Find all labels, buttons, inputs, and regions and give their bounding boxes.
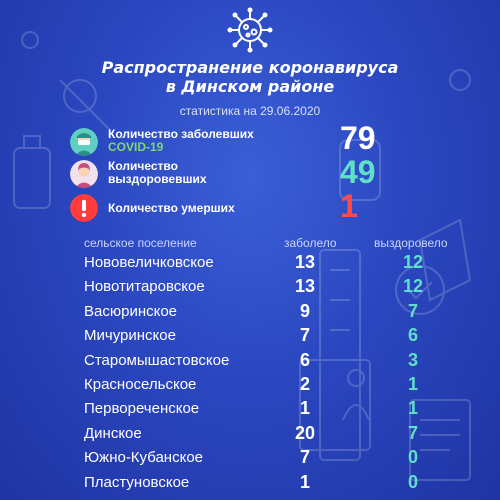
settlement-name: Первореченское xyxy=(84,400,200,418)
stat-deaths-label: Количество умерших xyxy=(108,201,235,215)
settlement-name: Старомышастовское xyxy=(84,351,230,369)
recovered-count: 3 xyxy=(407,349,418,370)
sick-count: 20 xyxy=(294,422,316,443)
sick-count: 1 xyxy=(299,471,310,492)
sick-count: 6 xyxy=(299,349,310,370)
settlement-name: Южно-Кубанское xyxy=(84,449,204,467)
column-header-sick: заболело xyxy=(284,236,337,250)
settlement-name: Васюринское xyxy=(84,302,178,320)
recovered-count: 1 xyxy=(407,398,418,419)
recovered-count: 12 xyxy=(402,252,424,272)
stat-recovered-label: Количество xyxy=(108,159,178,173)
sick-count: 7 xyxy=(299,325,310,346)
table-row: Новотитаровское 13 12 xyxy=(0,276,500,302)
table-row: Васюринское 9 7 xyxy=(0,300,500,327)
table-row: Красносельское 2 1 xyxy=(0,374,500,400)
stat-recovered-value: 49 xyxy=(340,154,376,190)
sick-count: 9 xyxy=(299,300,310,321)
stat-deaths-value: 1 xyxy=(340,188,358,224)
sick-count: 2 xyxy=(299,374,310,394)
table-row: Южно-Кубанское 7 0 xyxy=(0,447,500,473)
settlement-name: Мичуринское xyxy=(84,327,176,345)
stat-recovered-sublabel: выздоровевших xyxy=(108,172,207,186)
settlement-name: Пластуновское xyxy=(84,473,190,491)
exclamation-icon xyxy=(70,194,98,222)
recovered-count: 12 xyxy=(402,276,424,297)
recovered-person-icon xyxy=(70,160,98,188)
recovered-count: 7 xyxy=(407,300,418,321)
table-row: Динское 20 7 xyxy=(0,422,500,449)
table-row: Пластуновское 1 0 xyxy=(0,471,500,498)
recovered-count: 7 xyxy=(407,422,418,443)
recovered-count: 0 xyxy=(407,447,418,468)
sick-count: 13 xyxy=(294,276,316,297)
doctor-mask-icon xyxy=(70,128,98,156)
virus-icon xyxy=(227,7,273,53)
table-row: Первореченское 1 1 xyxy=(0,398,500,424)
sick-count: 13 xyxy=(294,252,316,272)
sick-count: 7 xyxy=(299,447,310,468)
page-subtitle: статистика на 29.06.2020 xyxy=(179,104,321,118)
settlement-name: Нововеличковское xyxy=(84,254,214,271)
stat-infected-label: Количество заболевших xyxy=(108,127,254,141)
settlement-name: Динское xyxy=(84,424,142,442)
sick-count: 1 xyxy=(299,398,310,419)
table-row: Старомышастовское 6 3 xyxy=(0,349,500,376)
recovered-count: 6 xyxy=(407,325,418,346)
title-line-2: в Динском районе xyxy=(165,77,335,96)
settlement-name: Красносельское xyxy=(84,376,197,393)
table-row: Мичуринское 7 6 xyxy=(0,325,500,351)
table-row: Нововеличковское 13 12 xyxy=(0,252,500,278)
recovered-count: 1 xyxy=(407,374,418,394)
title-line-1: Распространение коронавируса xyxy=(101,58,399,77)
page-title: Распространение коронавируса в Динском р… xyxy=(0,58,500,96)
stat-infected-value: 79 xyxy=(340,120,376,156)
column-header-recovered: выздоровело xyxy=(374,236,448,250)
column-header-settlement: сельское поселение xyxy=(84,236,197,250)
stat-infected-sublabel: COVID-19 xyxy=(108,140,164,154)
settlement-name: Новотитаровское xyxy=(84,278,205,296)
recovered-count: 0 xyxy=(407,471,418,492)
